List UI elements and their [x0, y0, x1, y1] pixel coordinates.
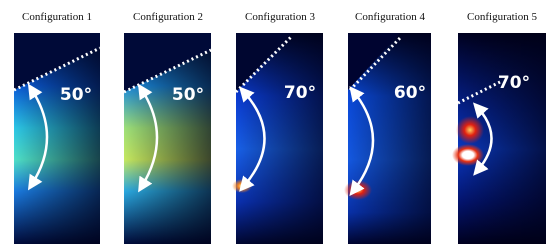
angle-label: 50°	[172, 85, 204, 105]
panel-label: Configuration 3	[245, 11, 315, 23]
panel-label: Configuration 4	[355, 11, 425, 23]
panel-image: 70°	[232, 33, 323, 244]
panel-label: Configuration 1	[22, 11, 92, 23]
figure: Configuration 1 Configuration 2 Configur…	[0, 0, 555, 246]
panel-image: 50°	[124, 33, 211, 244]
angle-label: 70°	[284, 83, 316, 103]
panel-image: 60°	[344, 33, 431, 244]
panel-image: 50°	[14, 33, 100, 244]
page: {"panels": [ {"label": "Configuration 1"…	[0, 0, 555, 246]
panel-label: Configuration 5	[467, 11, 537, 23]
angle-label: 50°	[60, 85, 92, 105]
panel-image: 70°	[452, 33, 546, 244]
angle-label: 60°	[394, 83, 426, 103]
panel-label: Configuration 2	[133, 11, 203, 23]
angle-label: 70°	[498, 73, 530, 93]
